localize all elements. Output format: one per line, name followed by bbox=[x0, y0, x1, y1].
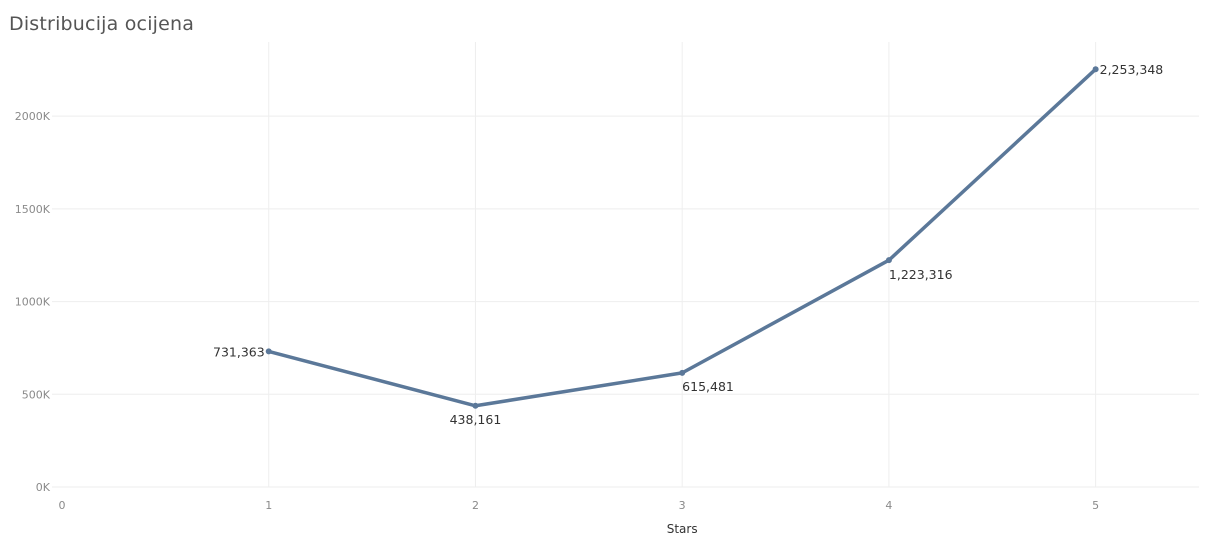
data-point bbox=[1092, 66, 1099, 73]
data-point bbox=[885, 257, 892, 264]
x-axis-title: Stars bbox=[667, 522, 698, 536]
x-tick-label: 4 bbox=[885, 499, 892, 512]
x-tick-label: 0 bbox=[59, 499, 66, 512]
y-tick-label: 500K bbox=[22, 388, 51, 401]
x-tick-label: 1 bbox=[265, 499, 272, 512]
y-tick-label: 2000K bbox=[15, 110, 51, 123]
chart-title: Distribucija ocijena bbox=[9, 13, 195, 35]
x-tick-label: 2 bbox=[472, 499, 479, 512]
axes: 0K 500K 1000K 1500K 2000K 0 1 2 3 4 5 Stars bbox=[15, 110, 1099, 536]
data-point bbox=[472, 402, 479, 409]
data-label: 1,223,316 bbox=[889, 267, 953, 282]
data-label: 438,161 bbox=[450, 412, 502, 427]
data-point bbox=[679, 369, 686, 376]
y-tick-label: 0K bbox=[36, 481, 51, 494]
data-label: 2,253,348 bbox=[1100, 62, 1164, 77]
x-tick-label: 3 bbox=[679, 499, 686, 512]
series bbox=[265, 66, 1099, 409]
data-label: 615,481 bbox=[682, 379, 734, 394]
y-tick-label: 1000K bbox=[15, 296, 51, 309]
data-label: 731,363 bbox=[213, 344, 265, 359]
grid bbox=[52, 42, 1199, 488]
data-labels: 731,363 438,161 615,481 1,223,316 2,253,348 bbox=[213, 62, 1163, 427]
x-tick-label: 5 bbox=[1092, 499, 1099, 512]
y-tick-label: 1500K bbox=[15, 203, 51, 216]
data-point bbox=[265, 348, 272, 355]
